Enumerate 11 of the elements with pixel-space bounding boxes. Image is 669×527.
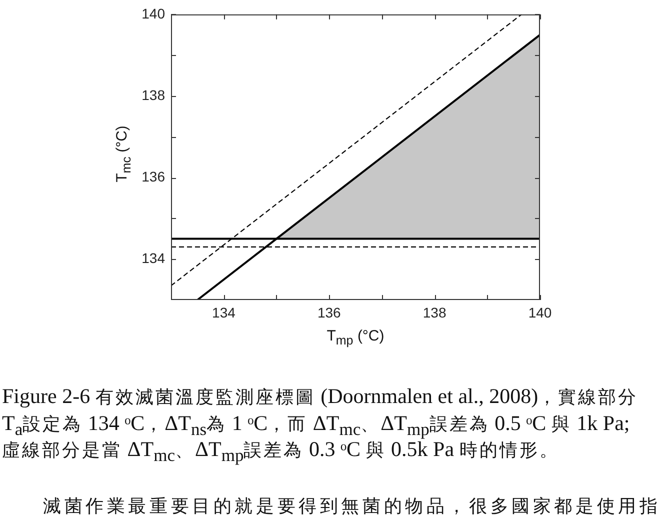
x-tick-label: 138 [422, 304, 446, 320]
x-tick-label: 134 [212, 304, 236, 320]
x-tick-label: 136 [317, 304, 342, 320]
y-tick-label: 138 [142, 86, 166, 103]
x-axis-title: T$_{mp}$ (°C) [326, 328, 384, 348]
y-tick-label: 134 [142, 250, 166, 266]
text: 滅菌作業最重要目的就是要得到無菌的物品，很多國家都是使用指 [43, 496, 661, 516]
y-tick-label: 140 [142, 5, 166, 22]
x-tick-label: 140 [528, 304, 552, 320]
y-tick-label: 136 [142, 168, 166, 184]
text: Figure 2-6 有效滅菌溫度監測座標圖 (Doornmalen et al., 2008)，實線部分 T$_{a}$設定為 134 ᵒC，ΔT$_{ns}$為 1 ᵒC，而 ΔT$_{mc}$、ΔT$_{mp}$誤差為 0.5 ᵒC 與 1k Pa; 虛線部分是當 ΔT$_{mc}$、ΔT$_{mp}$誤差為 0.3 ᵒC 與 0.5k Pa 時的情形。 [2, 384, 638, 466]
